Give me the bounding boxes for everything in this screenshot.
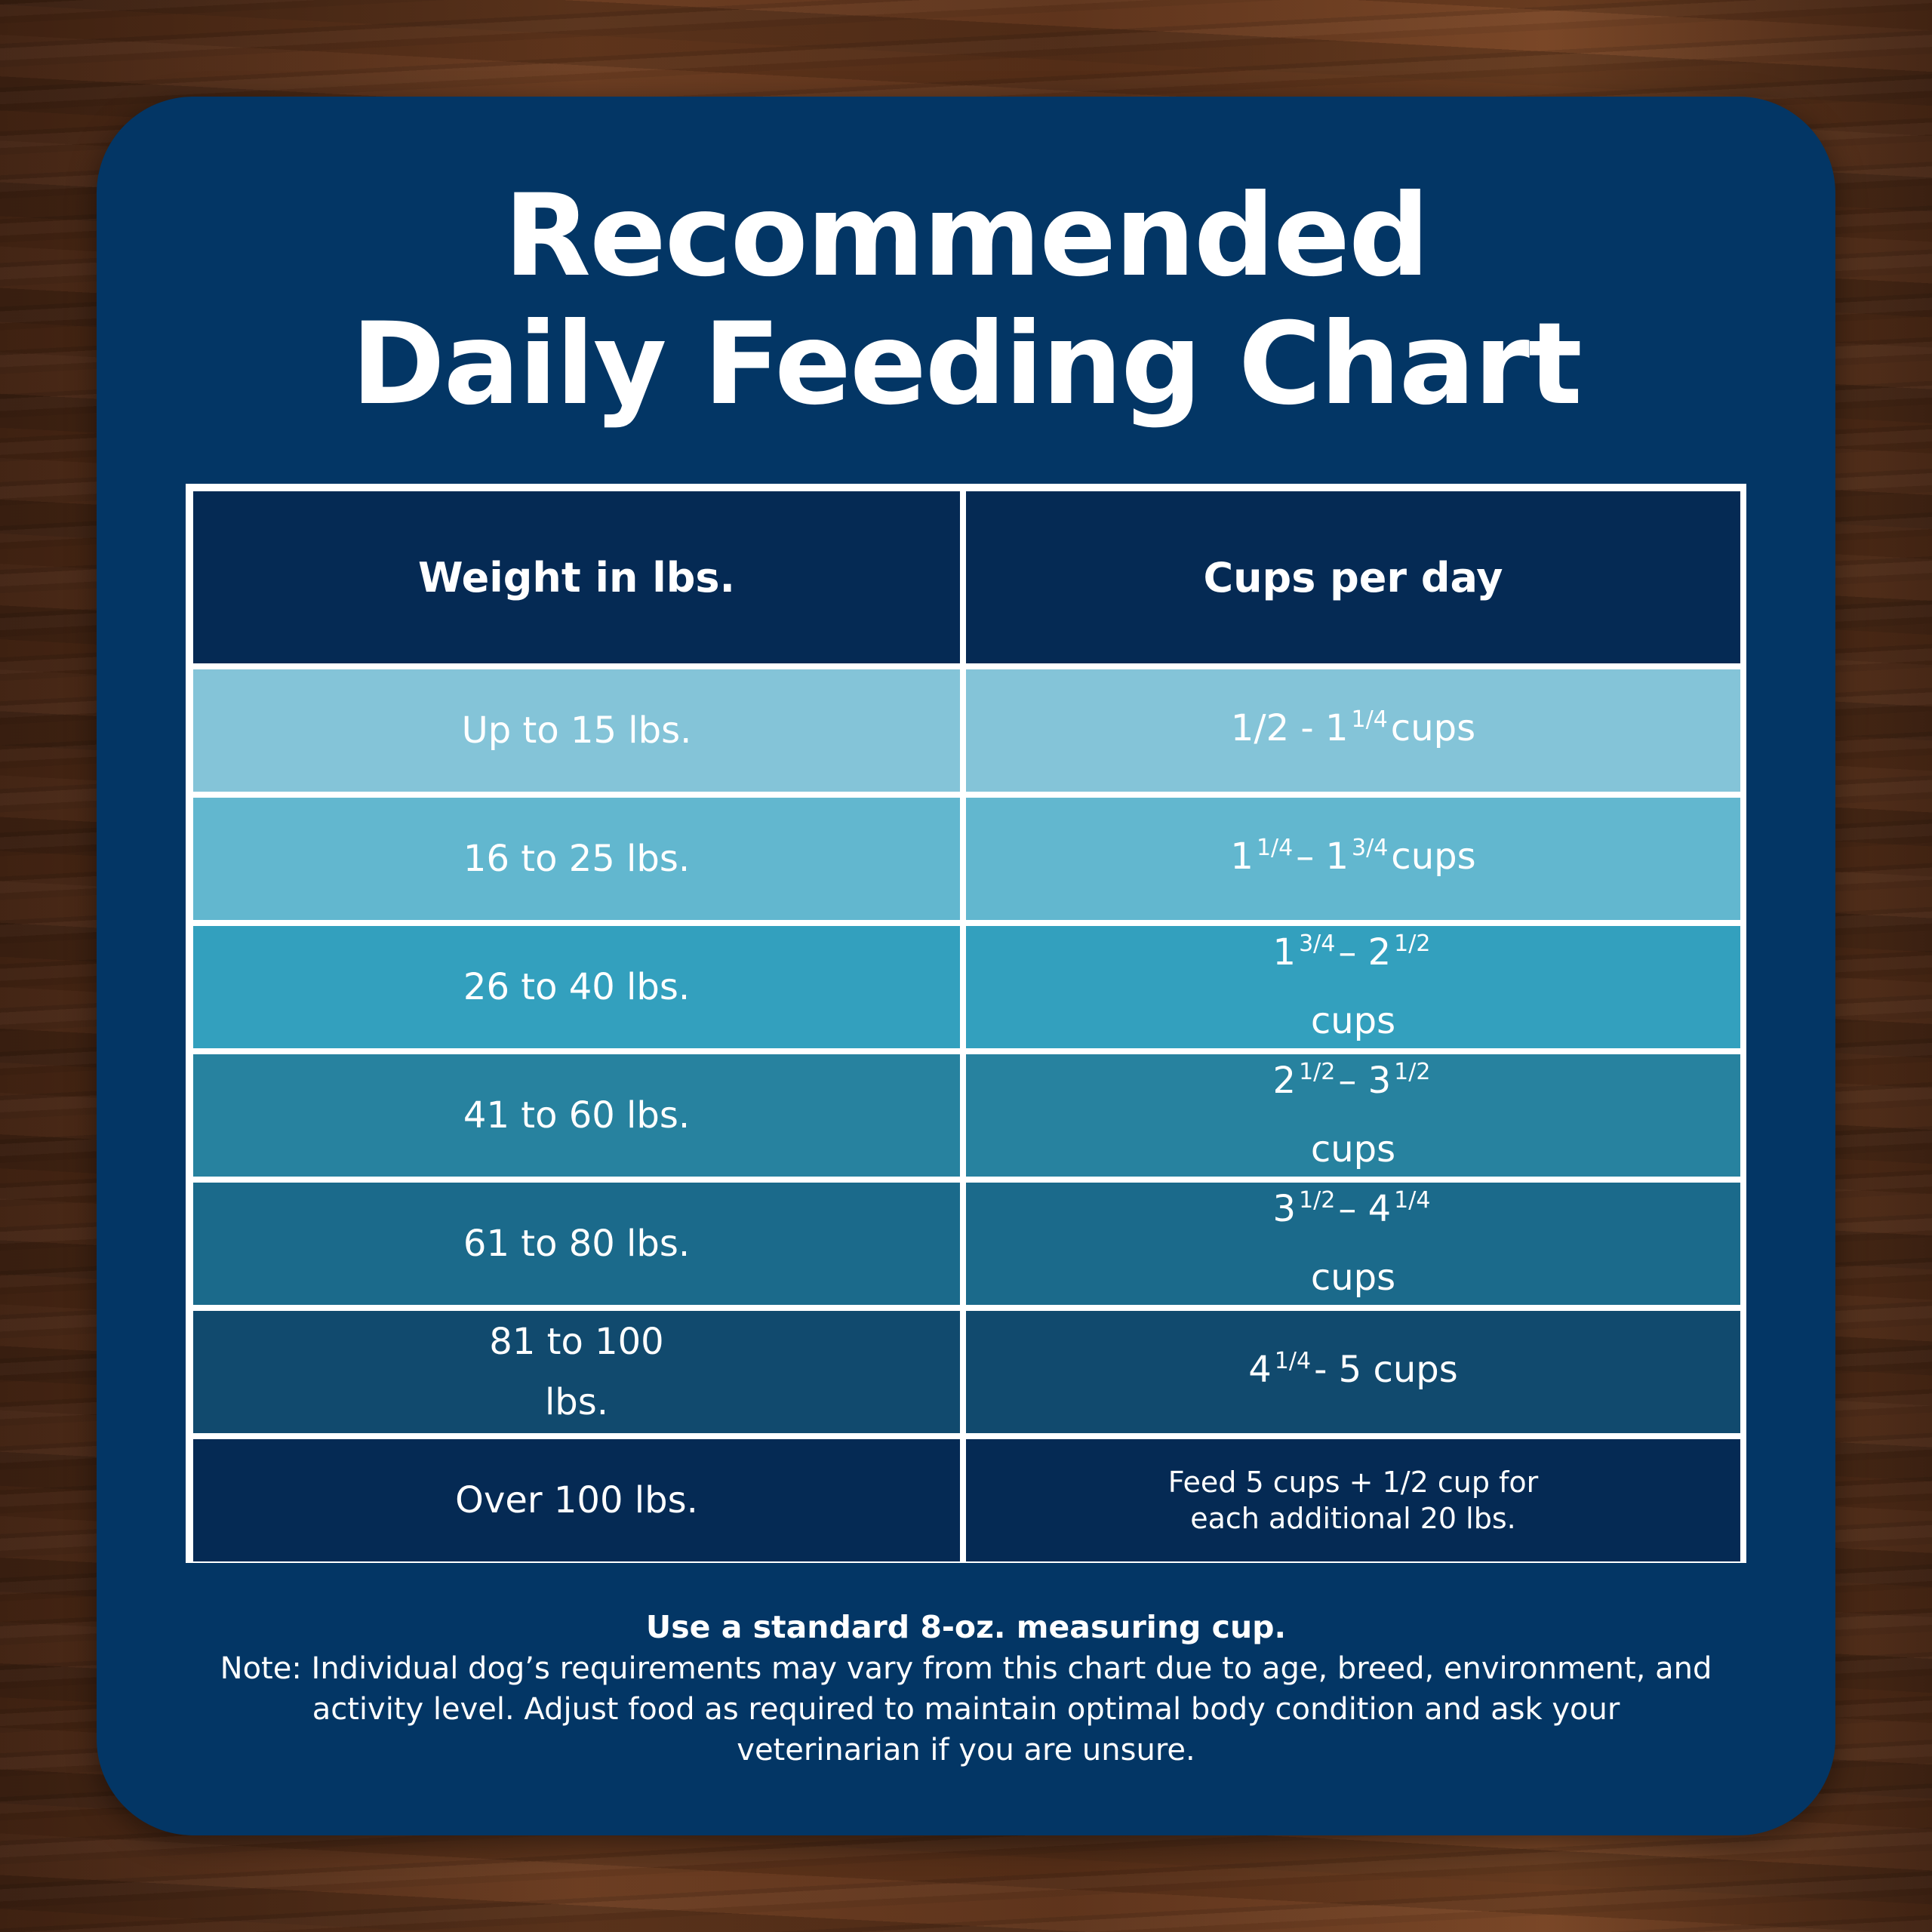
measuring-cup-note: Use a standard 8-oz. measuring cup. xyxy=(645,1609,1287,1645)
cups-cell: 1 3/4– 2 1/2 cups xyxy=(966,926,1740,1048)
weight-cell: 61 to 80 lbs. xyxy=(193,1183,960,1305)
header-cups: Cups per day xyxy=(966,491,1740,663)
title-line-2: Daily Feeding Chart xyxy=(351,299,1582,430)
cups-cell: 4 1/4- 5 cups xyxy=(966,1311,1740,1433)
disclaimer-note: Note: Individual dog’s requirements may … xyxy=(220,1651,1712,1767)
cups-cell: Feed 5 cups + 1/2 cup for each additiona… xyxy=(966,1439,1740,1561)
feeding-chart-card: Recommended Daily Feeding Chart Weight i… xyxy=(97,97,1835,1835)
cups-cell: 2 1/2– 3 1/2 cups xyxy=(966,1054,1740,1177)
cups-cell: 3 1/2– 4 1/4 cups xyxy=(966,1183,1740,1305)
cups-cell: 1/2 - 1 1/4cups xyxy=(966,669,1740,792)
cups-cell: 1 1/4– 1 3/4cups xyxy=(966,798,1740,920)
header-weight: Weight in lbs. xyxy=(193,491,960,663)
footer-notes: Use a standard 8-oz. measuring cup. Note… xyxy=(187,1606,1745,1770)
weight-cell: 26 to 40 lbs. xyxy=(193,926,960,1048)
weight-cell: Up to 15 lbs. xyxy=(193,669,960,792)
weight-cell: 41 to 60 lbs. xyxy=(193,1054,960,1177)
feeding-table: Weight in lbs. Cups per day Up to 15 lbs… xyxy=(186,484,1746,1563)
title-line-1: Recommended xyxy=(503,171,1430,302)
chart-title: Recommended Daily Feeding Chart xyxy=(97,172,1835,429)
weight-cell: Over 100 lbs. xyxy=(193,1439,960,1561)
weight-cell: 16 to 25 lbs. xyxy=(193,798,960,920)
weight-cell: 81 to 100 lbs. xyxy=(193,1311,960,1433)
